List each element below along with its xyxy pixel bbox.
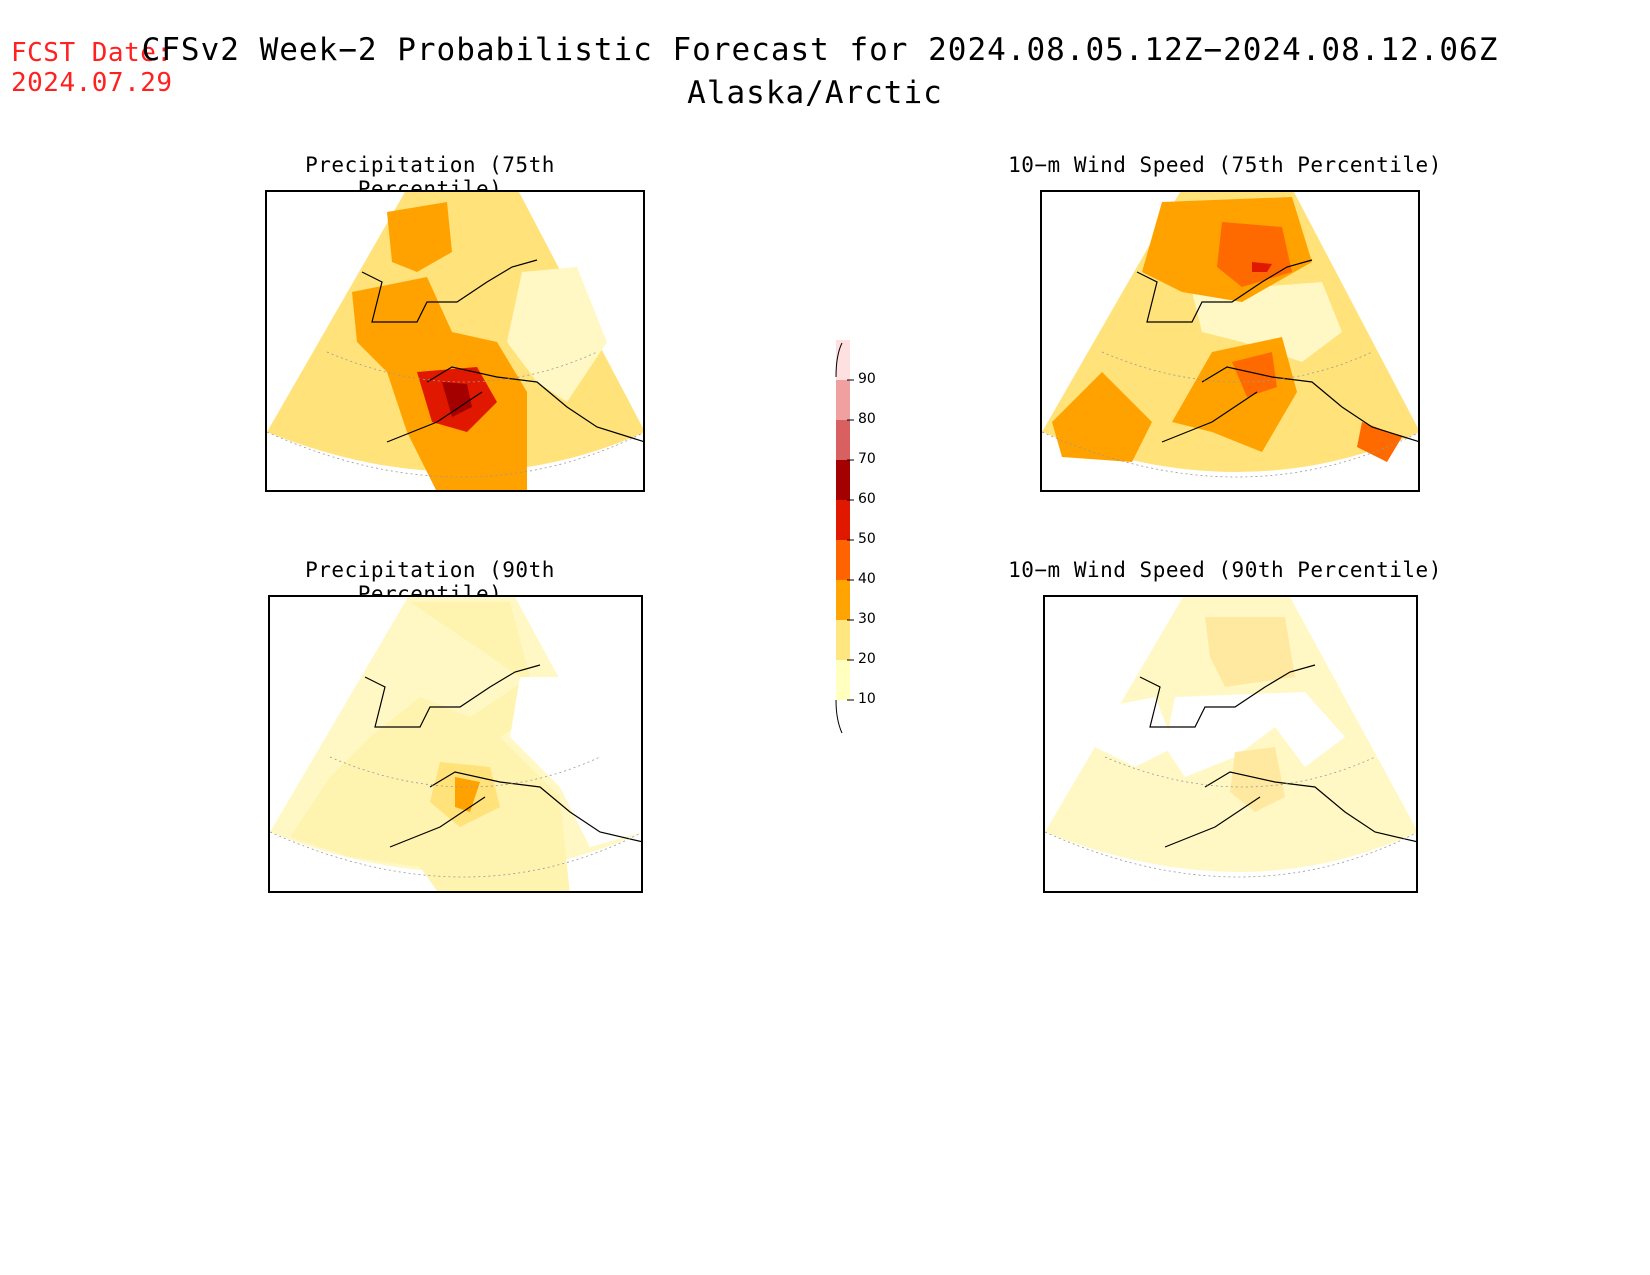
coastline [361, 259, 643, 443]
map-panel-precip-90 [268, 595, 643, 893]
shaded-area-dark-orange-east [1357, 422, 1402, 462]
map-panel-wind-90 [1043, 595, 1418, 893]
colorbar-bottom-cap [835, 699, 843, 734]
colorbar-swatch [836, 380, 850, 420]
shaded-area-orange [455, 777, 480, 812]
colorbar-swatch [836, 420, 850, 460]
coastline [1139, 664, 1416, 848]
shaded-area-none-west [1095, 697, 1175, 767]
colorbar-label: 10 [858, 691, 876, 707]
colorbar-label: 40 [858, 571, 876, 587]
panel-title-wind-90: 10−m Wind Speed (90th Percentile) [1008, 558, 1442, 582]
map-wind-75 [1042, 192, 1418, 478]
shaded-area-none [510, 677, 641, 847]
shaded-area-dark-orange-north [1217, 222, 1292, 287]
panel-title-wind-75: 10−m Wind Speed (75th Percentile) [1008, 153, 1442, 177]
shaded-area-yellow-north [1205, 617, 1295, 687]
page-subtitle: Alaska/Arctic [687, 75, 943, 111]
shaded-area-dark-red [442, 382, 472, 417]
shaded-area-none [1165, 692, 1345, 777]
coastline [364, 664, 641, 848]
colorbar-swatch [836, 620, 850, 660]
colorbar-top-cap [835, 342, 843, 378]
colorbar-label: 90 [858, 371, 876, 387]
colorbar-swatch [836, 660, 850, 700]
graticule [270, 756, 641, 878]
forecast-date-value: 2024.07.29 [11, 68, 173, 98]
colorbar-label: 30 [858, 611, 876, 627]
map-precip-90 [270, 597, 641, 891]
graticule [1042, 351, 1418, 478]
coastline [1136, 259, 1418, 443]
forecast-date-block: FCST Date: 2024.07.29 [11, 38, 173, 98]
colorbar [835, 340, 854, 734]
shaded-area-pale [290, 602, 570, 891]
map-wind-90 [1045, 597, 1416, 878]
graticule [1045, 756, 1416, 878]
colorbar-swatch [836, 460, 850, 500]
page-title: CFSv2 Week−2 Probabilistic Forecast for … [141, 32, 1499, 68]
graticule [267, 351, 643, 478]
colorbar-swatch [836, 580, 850, 620]
panel-title-precip-90: Precipitation (90th Percentile) [305, 558, 555, 606]
colorbar-label: 80 [858, 411, 876, 427]
map-panel-wind-75 [1040, 190, 1420, 492]
colorbar-swatch [836, 540, 850, 580]
colorbar-label: 20 [858, 651, 876, 667]
shaded-area-dark-orange-center [1232, 352, 1277, 397]
colorbar-label: 50 [858, 531, 876, 547]
map-panel-precip-75 [265, 190, 645, 492]
shaded-area-yellow-center [1230, 747, 1285, 812]
shaded-area-orange-west [1052, 372, 1152, 462]
forecast-date-label: FCST Date: [11, 38, 173, 68]
colorbar-swatch [836, 340, 850, 380]
colorbar-label: 60 [858, 491, 876, 507]
shaded-area-red-north [1252, 262, 1272, 272]
colorbar-swatch [836, 500, 850, 540]
shaded-area-orange-north [387, 202, 452, 272]
shaded-area-low [507, 267, 607, 402]
colorbar-label: 70 [858, 451, 876, 467]
map-precip-75 [267, 192, 643, 490]
shaded-area-base [267, 192, 643, 472]
